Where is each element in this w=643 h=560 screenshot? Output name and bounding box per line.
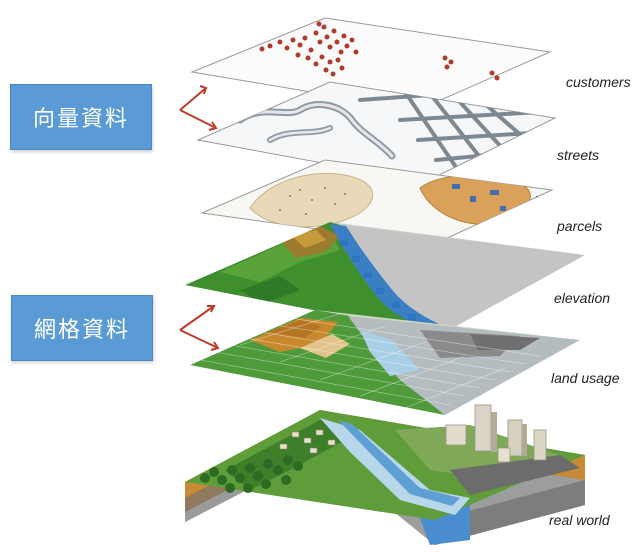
layer-label-customers: customers	[566, 74, 631, 90]
customer-points	[259, 21, 500, 81]
vector-data-label: 向量資料	[10, 84, 152, 150]
layer-label-streets: streets	[557, 147, 600, 163]
layer-label-real-world: real world	[549, 512, 610, 528]
customers-layer	[190, 17, 552, 111]
vector-arrows	[179, 85, 218, 131]
forest	[200, 455, 303, 493]
layer-label-elevation: elevation	[554, 290, 611, 306]
layer-label-parcels: parcels	[557, 218, 603, 234]
layer-label-land-usage: land usage	[551, 370, 620, 386]
land-usage-layer	[190, 310, 580, 415]
houses	[279, 429, 336, 454]
city-buildings	[445, 404, 547, 463]
raster-data-label: 網格資料	[11, 295, 153, 361]
real-world-model	[185, 404, 585, 545]
raster-arrows	[179, 305, 220, 351]
parcels-layer	[200, 159, 554, 246]
